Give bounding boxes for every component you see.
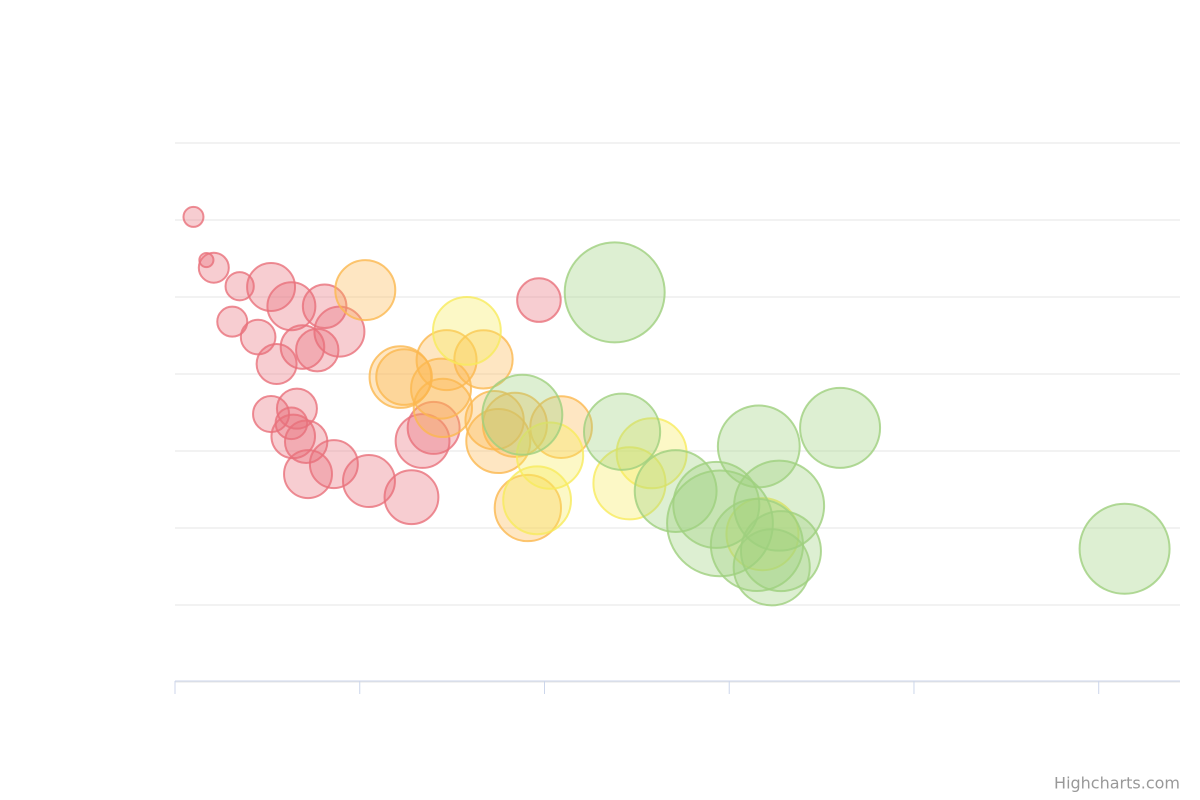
bubble [295,327,340,373]
bubble [255,342,298,385]
bubble [431,295,502,366]
bubble [592,446,667,521]
bubble [672,460,761,549]
bubble [410,357,473,420]
bubble [1078,502,1171,595]
bubble [341,454,396,509]
bubble [493,473,563,543]
bubble [732,528,811,607]
bubble [266,281,317,332]
bubble [563,241,666,344]
bubble [725,497,800,572]
bubble [733,459,826,552]
bubble [197,251,230,284]
bubble [502,465,573,536]
bubble [516,277,562,323]
credits[interactable]: Highcharts.com [1054,774,1180,793]
bubble [246,262,297,312]
bubble [216,305,249,338]
bubble [182,205,205,228]
bubble [412,377,474,439]
bubble [406,400,461,455]
bubble [515,421,585,490]
bubble [582,392,662,471]
bubble [615,417,688,490]
bubble [283,449,333,500]
bubble [666,469,774,578]
bubble [308,439,359,490]
bubble [465,407,532,475]
bubble [481,373,564,456]
bubble [716,404,801,489]
bubble [334,259,397,322]
bubble [799,386,882,469]
bubble [224,271,255,302]
bubble [279,324,326,370]
bubble [415,329,478,392]
bubble [383,469,440,526]
